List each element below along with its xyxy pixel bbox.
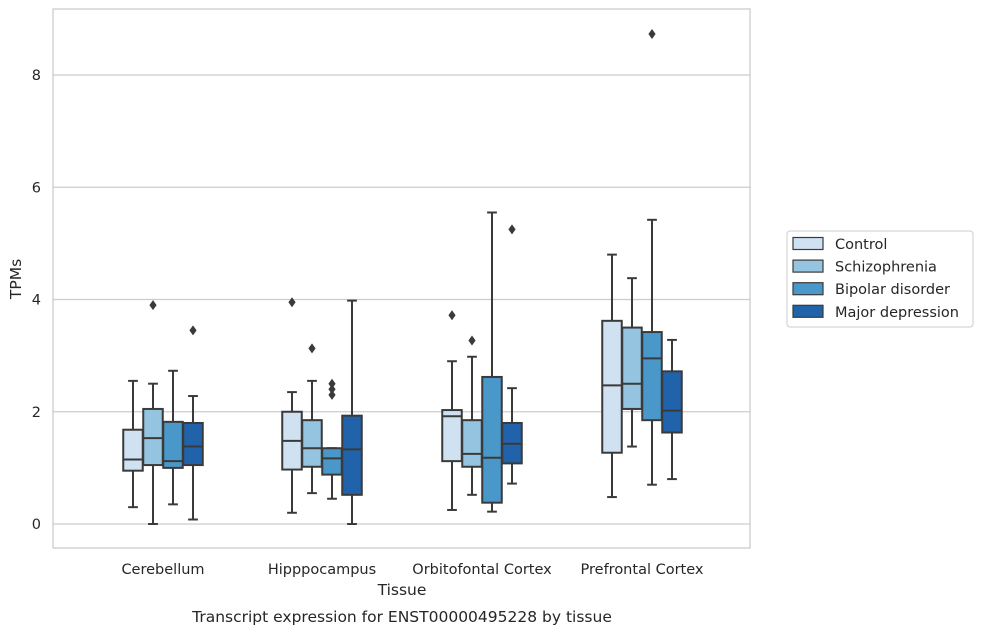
box-body [301,419,323,468]
legend: Control Schizophrenia Bipolar disorder Majo… [786,230,974,328]
boxes-layer [122,29,683,525]
box-1-0 [281,297,303,514]
outlier-0 [508,224,516,235]
box-body [641,331,663,422]
box-3-0 [601,253,623,499]
box-3-2 [641,29,663,486]
outlier-0 [448,310,456,321]
box-2-3 [501,224,523,485]
box-body [601,319,623,454]
legend-frame [786,230,974,328]
box-0-3 [182,325,204,521]
box-1-3 [341,299,363,525]
chart-caption: Transcript expression for ENST0000049522… [191,608,612,626]
y-tick-label-2: 2 [32,405,41,421]
box-body [461,419,483,468]
outlier-0 [648,29,656,40]
legend-label-2: Bipolar disorder [835,282,950,298]
y-tick-label-6: 6 [32,180,41,196]
x-tick-label-1: Hipppocampus [268,562,376,578]
y-tick-label-8: 8 [32,68,41,84]
box-2-1 [461,335,483,496]
outlier-0 [308,343,316,354]
legend-swatch-2 [792,282,824,296]
x-tick-labels: Cerebellum Hipppocampus Orbitofontal Corte… [121,562,703,578]
gridlines [53,74,750,525]
x-tick-label-2: Orbitofontal Cortex [412,562,552,578]
box-2-2 [481,211,503,513]
box-body [122,428,144,472]
outlier-0 [468,335,476,346]
y-axis-label: TPMs [7,259,25,300]
legend-swatch-3 [792,304,824,318]
box-body [321,447,343,476]
box-body [441,409,463,463]
box-body [621,326,643,410]
legend-swatch-0 [792,236,824,251]
y-tick-label-0: 0 [32,517,41,533]
box-body [142,407,164,467]
legend-label-0: Control [835,237,887,253]
outlier-0 [189,325,197,336]
box-body [341,414,363,496]
legend-label-1: Schizophrenia [835,260,937,276]
x-tick-label-3: Prefrontal Cortex [581,562,704,578]
outlier-1 [328,384,336,395]
outlier-0 [288,297,296,308]
plot-frame [52,8,751,549]
box-3-1 [621,277,643,448]
x-tick-label-0: Cerebellum [121,562,204,578]
box-body [481,375,503,504]
y-tick-labels: 0 2 4 6 8 [32,68,41,533]
outlier-0 [328,378,336,389]
x-axis-label: Tissue [377,581,427,599]
box-1-1 [301,343,323,495]
box-body [661,370,683,434]
box-3-3 [661,338,683,481]
outlier-0 [149,300,157,311]
box-body [182,421,204,467]
legend-swatch-1 [792,259,824,273]
y-tick-label-4: 4 [32,293,41,309]
outlier-2 [328,389,336,400]
legend-label-3: Major depression [835,305,959,321]
plot-area [53,9,750,548]
